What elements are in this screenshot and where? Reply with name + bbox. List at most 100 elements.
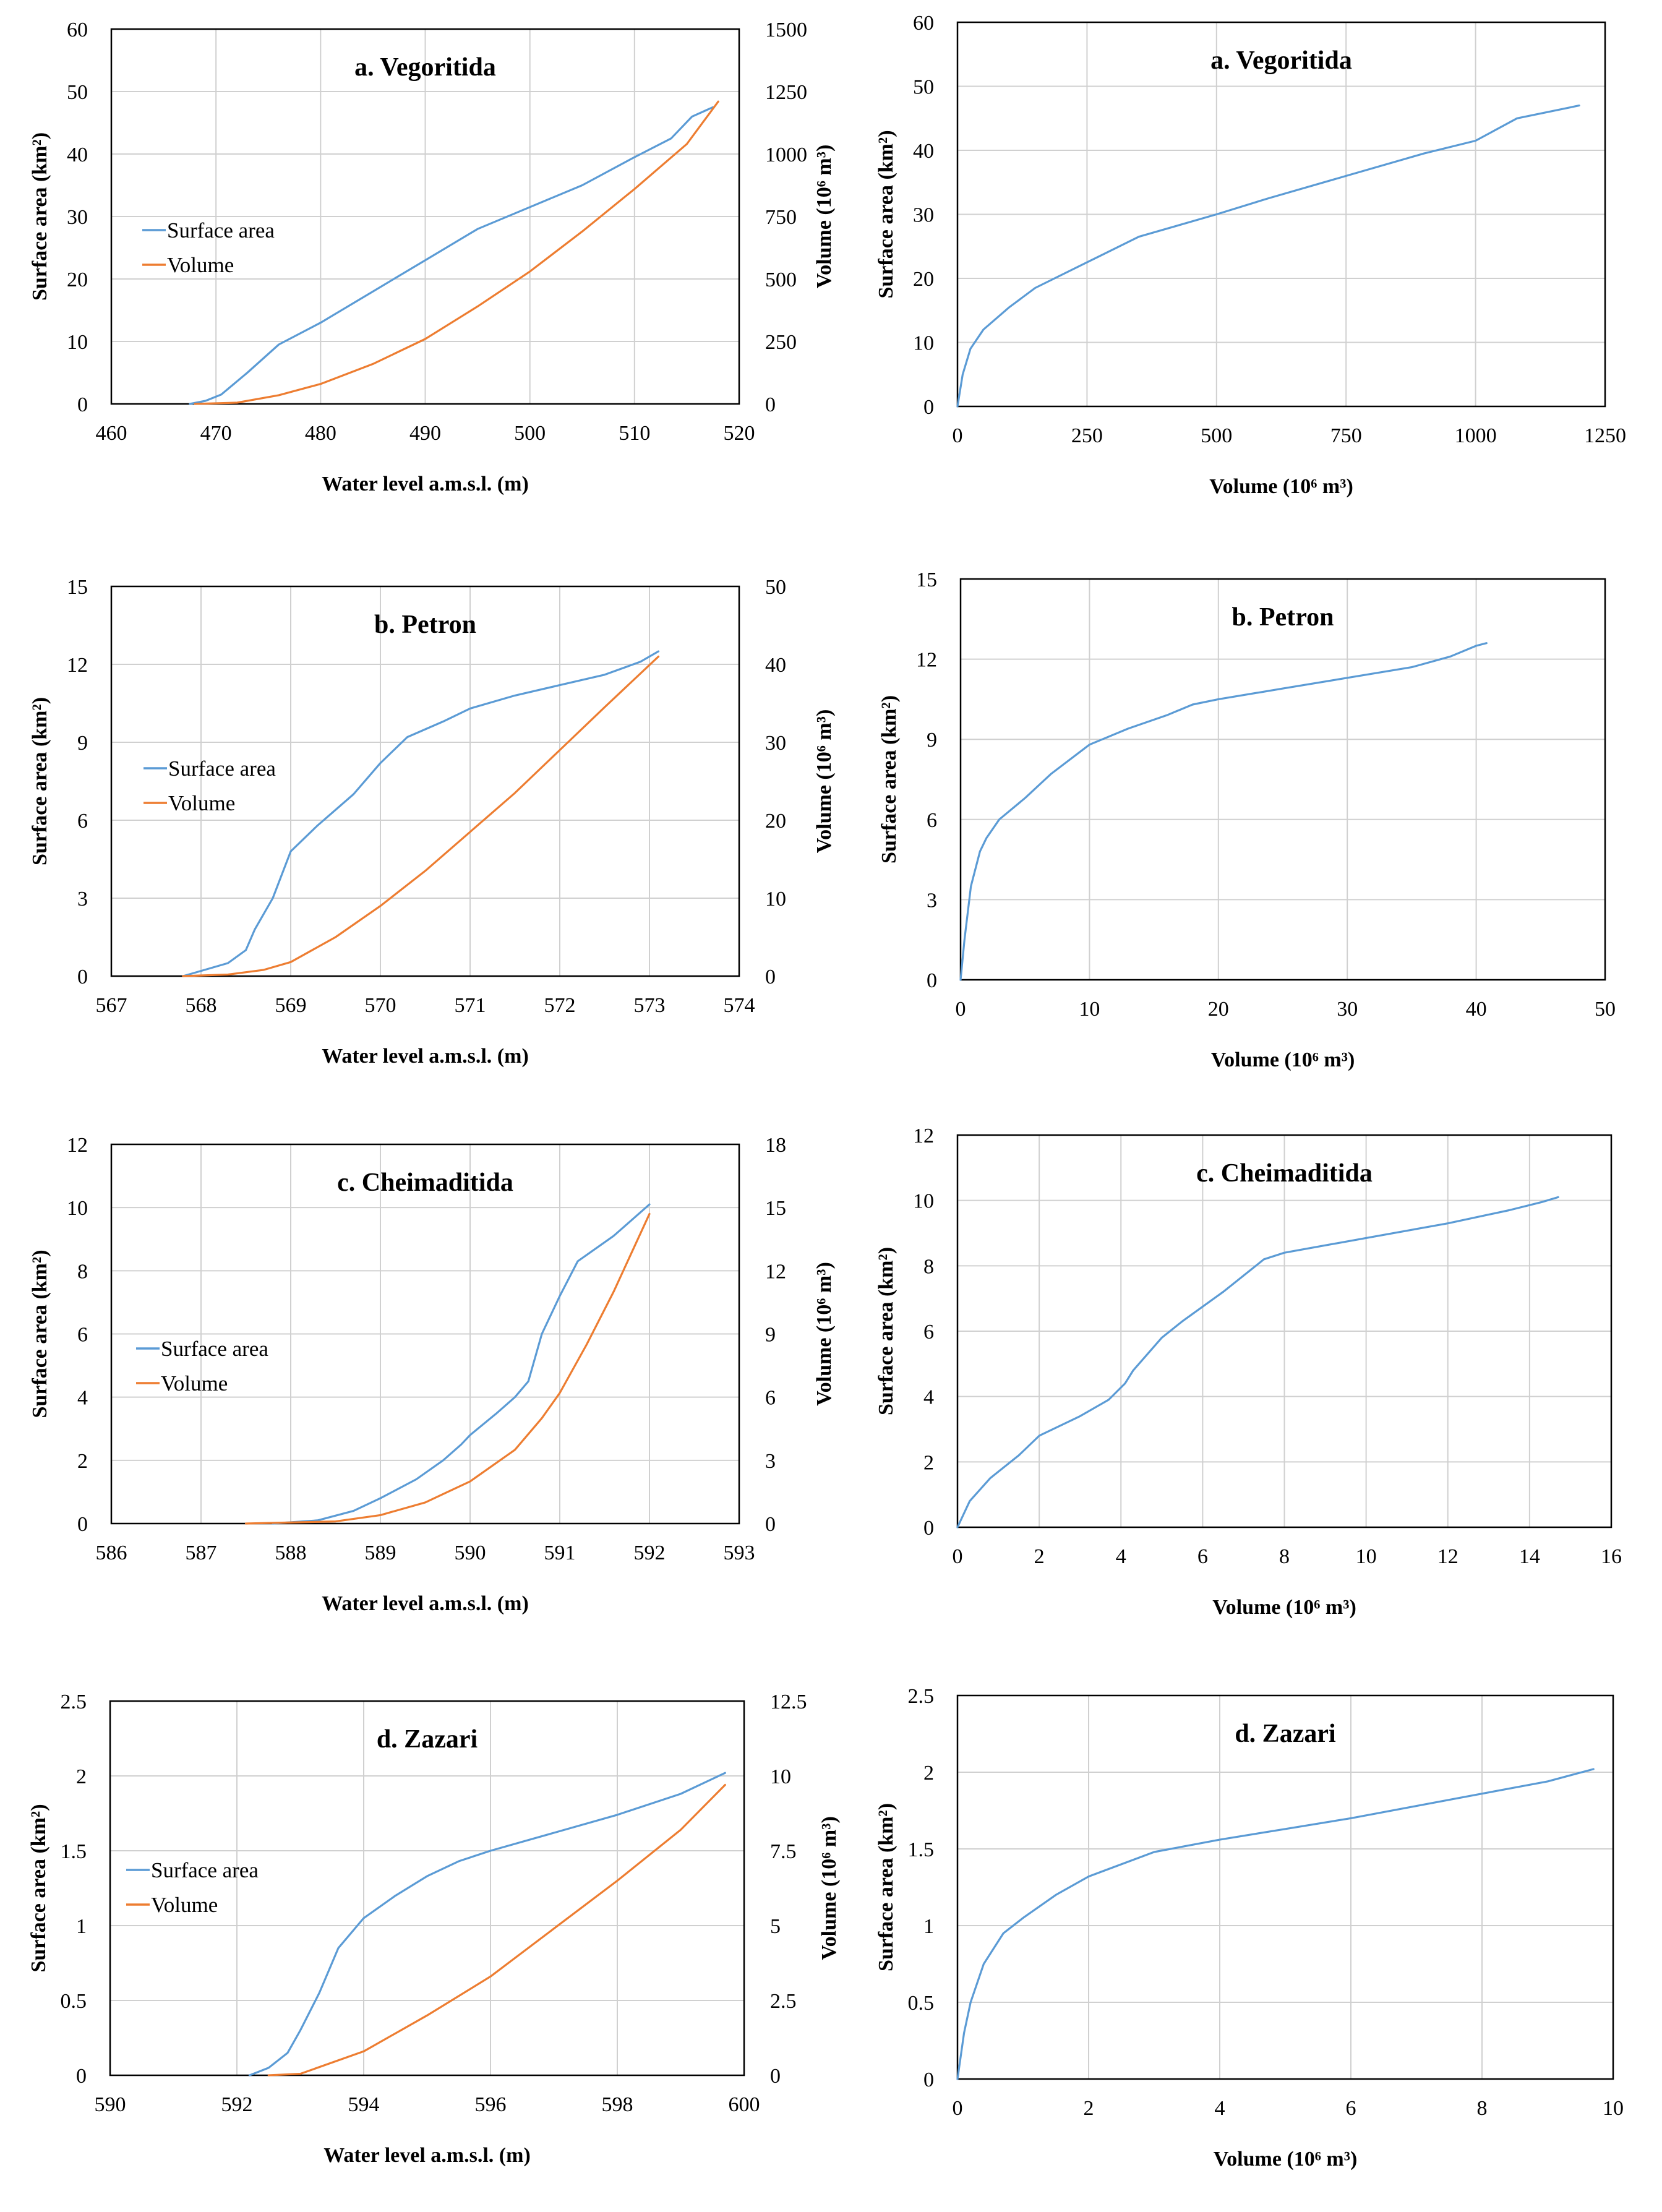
x-tick-label: 4 bbox=[1116, 1545, 1126, 1568]
chart-c-level: 586 587 588 589 590 591 592 593 0 2 4 6 8 10 12 0 3 6 9 12 1… bbox=[28, 1134, 836, 1615]
y2-tick-label: 10 bbox=[765, 888, 786, 911]
y2-tick-label: 12 bbox=[765, 1260, 786, 1283]
chart-title: a. Vegoritida bbox=[354, 53, 496, 82]
y2-tick-label: 250 bbox=[765, 331, 797, 354]
x-axis-label: Water level a.m.s.l. (m) bbox=[322, 1045, 529, 1068]
x-tick-label: 588 bbox=[275, 1541, 307, 1564]
y2-tick-label: 5 bbox=[770, 1915, 781, 1938]
y-tick-label: 0 bbox=[927, 969, 937, 992]
y-tick-label: 20 bbox=[67, 268, 88, 291]
x-axis-label: Water level a.m.s.l. (m) bbox=[323, 2144, 531, 2167]
x-tick-label: 750 bbox=[1330, 424, 1362, 447]
x-tick-label: 591 bbox=[544, 1541, 576, 1564]
y2-tick-label: 750 bbox=[765, 206, 797, 229]
chart-title: b. Petron bbox=[1232, 603, 1334, 632]
y-tick-label: 12 bbox=[67, 654, 88, 677]
x-tick-label: 510 bbox=[619, 422, 650, 445]
y-tick-label: 6 bbox=[923, 1321, 934, 1344]
y2-tick-label: 10 bbox=[770, 1765, 791, 1788]
x-tick-label: 590 bbox=[95, 2093, 126, 2116]
series-line-surface-area bbox=[956, 1196, 1559, 1528]
chart-title: c. Cheimaditida bbox=[1196, 1159, 1373, 1188]
x-tick-label: 592 bbox=[221, 2093, 253, 2116]
y-tick-label: 10 bbox=[67, 1197, 88, 1220]
y-tick-label: 3 bbox=[927, 889, 937, 912]
x-tick-label: 592 bbox=[634, 1541, 666, 1564]
y-tick-label: 2.5 bbox=[908, 1685, 935, 1708]
series-line-volume bbox=[194, 100, 719, 405]
y-tick-label: 8 bbox=[923, 1255, 934, 1278]
x-tick-label: 2 bbox=[1084, 2097, 1094, 2120]
x-tick-label: 50 bbox=[1595, 998, 1616, 1021]
legend-entry: Volume bbox=[151, 1893, 218, 1917]
series-line-volume bbox=[244, 1212, 651, 1525]
y-tick-label: 40 bbox=[913, 140, 934, 163]
y2-tick-label: 9 bbox=[765, 1324, 776, 1347]
x-tick-label: 590 bbox=[455, 1541, 486, 1564]
plot-frame bbox=[110, 1143, 740, 1525]
x-tick-label: 593 bbox=[724, 1541, 755, 1564]
y2-tick-label: 30 bbox=[765, 732, 786, 755]
x-tick-label: 470 bbox=[200, 422, 232, 445]
chart-title: a. Vegoritida bbox=[1210, 46, 1352, 75]
y-tick-label: 12 bbox=[67, 1134, 88, 1157]
y-tick-label: 4 bbox=[77, 1387, 88, 1410]
y-tick-label: 40 bbox=[67, 144, 88, 166]
y-tick-label: 15 bbox=[67, 576, 88, 599]
y-tick-label: 0 bbox=[923, 2068, 934, 2091]
legend-entry: Surface area bbox=[151, 1858, 259, 1882]
x-tick-label: 596 bbox=[475, 2093, 507, 2116]
x-tick-label: 16 bbox=[1601, 1545, 1622, 1568]
legend-entry: Surface area bbox=[167, 218, 275, 242]
x-tick-label: 10 bbox=[1079, 998, 1100, 1021]
y-tick-label: 0 bbox=[923, 1517, 934, 1540]
x-tick-label: 1250 bbox=[1584, 424, 1626, 447]
y-tick-label: 0 bbox=[76, 2065, 87, 2088]
y2-tick-label: 18 bbox=[765, 1134, 786, 1157]
series-line-surface-area bbox=[272, 1203, 651, 1525]
y-axis-label: Surface area (km²) bbox=[28, 1250, 51, 1418]
y-tick-label: 6 bbox=[77, 1324, 88, 1347]
y-tick-label: 3 bbox=[77, 888, 88, 911]
y-tick-label: 10 bbox=[913, 332, 934, 355]
x-tick-label: 572 bbox=[544, 994, 576, 1017]
y-tick-label: 1.5 bbox=[908, 1838, 935, 1861]
y-tick-label: 2 bbox=[77, 1450, 88, 1473]
chart-title: c. Cheimaditida bbox=[337, 1168, 513, 1197]
y-tick-label: 50 bbox=[913, 76, 934, 99]
x-tick-label: 573 bbox=[634, 994, 666, 1017]
y2-tick-label: 40 bbox=[765, 654, 786, 677]
y-tick-label: 0 bbox=[77, 393, 88, 416]
x-tick-label: 10 bbox=[1356, 1545, 1377, 1568]
x-tick-label: 571 bbox=[455, 994, 486, 1017]
x-tick-label: 0 bbox=[956, 998, 966, 1021]
plot-frame bbox=[110, 28, 740, 405]
y-tick-label: 0 bbox=[923, 396, 934, 419]
y-tick-label: 30 bbox=[913, 204, 934, 227]
y-tick-label: 2 bbox=[923, 1451, 934, 1474]
y-tick-label: 10 bbox=[67, 331, 88, 354]
x-tick-label: 0 bbox=[953, 1545, 963, 1568]
y2-tick-label: 15 bbox=[765, 1197, 786, 1220]
legend: Surface area Volume bbox=[143, 757, 276, 815]
y2-axis-label: Volume (10⁶ m³) bbox=[813, 709, 836, 854]
y-axis-label: Surface area (km²) bbox=[27, 1804, 50, 1972]
x-tick-label: 4 bbox=[1215, 2097, 1225, 2120]
y-tick-label: 10 bbox=[913, 1190, 934, 1213]
y2-tick-label: 0 bbox=[770, 2065, 781, 2088]
x-tick-label: 589 bbox=[365, 1541, 396, 1564]
x-tick-label: 6 bbox=[1346, 2097, 1356, 2120]
y2-tick-label: 0 bbox=[765, 966, 776, 988]
x-tick-label: 586 bbox=[96, 1541, 127, 1564]
x-axis-label: Volume (10⁶ m³) bbox=[1212, 1596, 1356, 1619]
y-tick-label: 4 bbox=[923, 1386, 934, 1409]
x-tick-label: 8 bbox=[1279, 1545, 1290, 1568]
y-tick-label: 0.5 bbox=[61, 1990, 87, 2013]
x-tick-label: 0 bbox=[953, 2097, 963, 2120]
plot-frame bbox=[956, 21, 1606, 408]
y-tick-label: 1 bbox=[76, 1915, 87, 1938]
x-tick-label: 500 bbox=[1201, 424, 1232, 447]
legend-entry: Volume bbox=[167, 253, 234, 277]
plot-frame bbox=[109, 1700, 745, 2077]
